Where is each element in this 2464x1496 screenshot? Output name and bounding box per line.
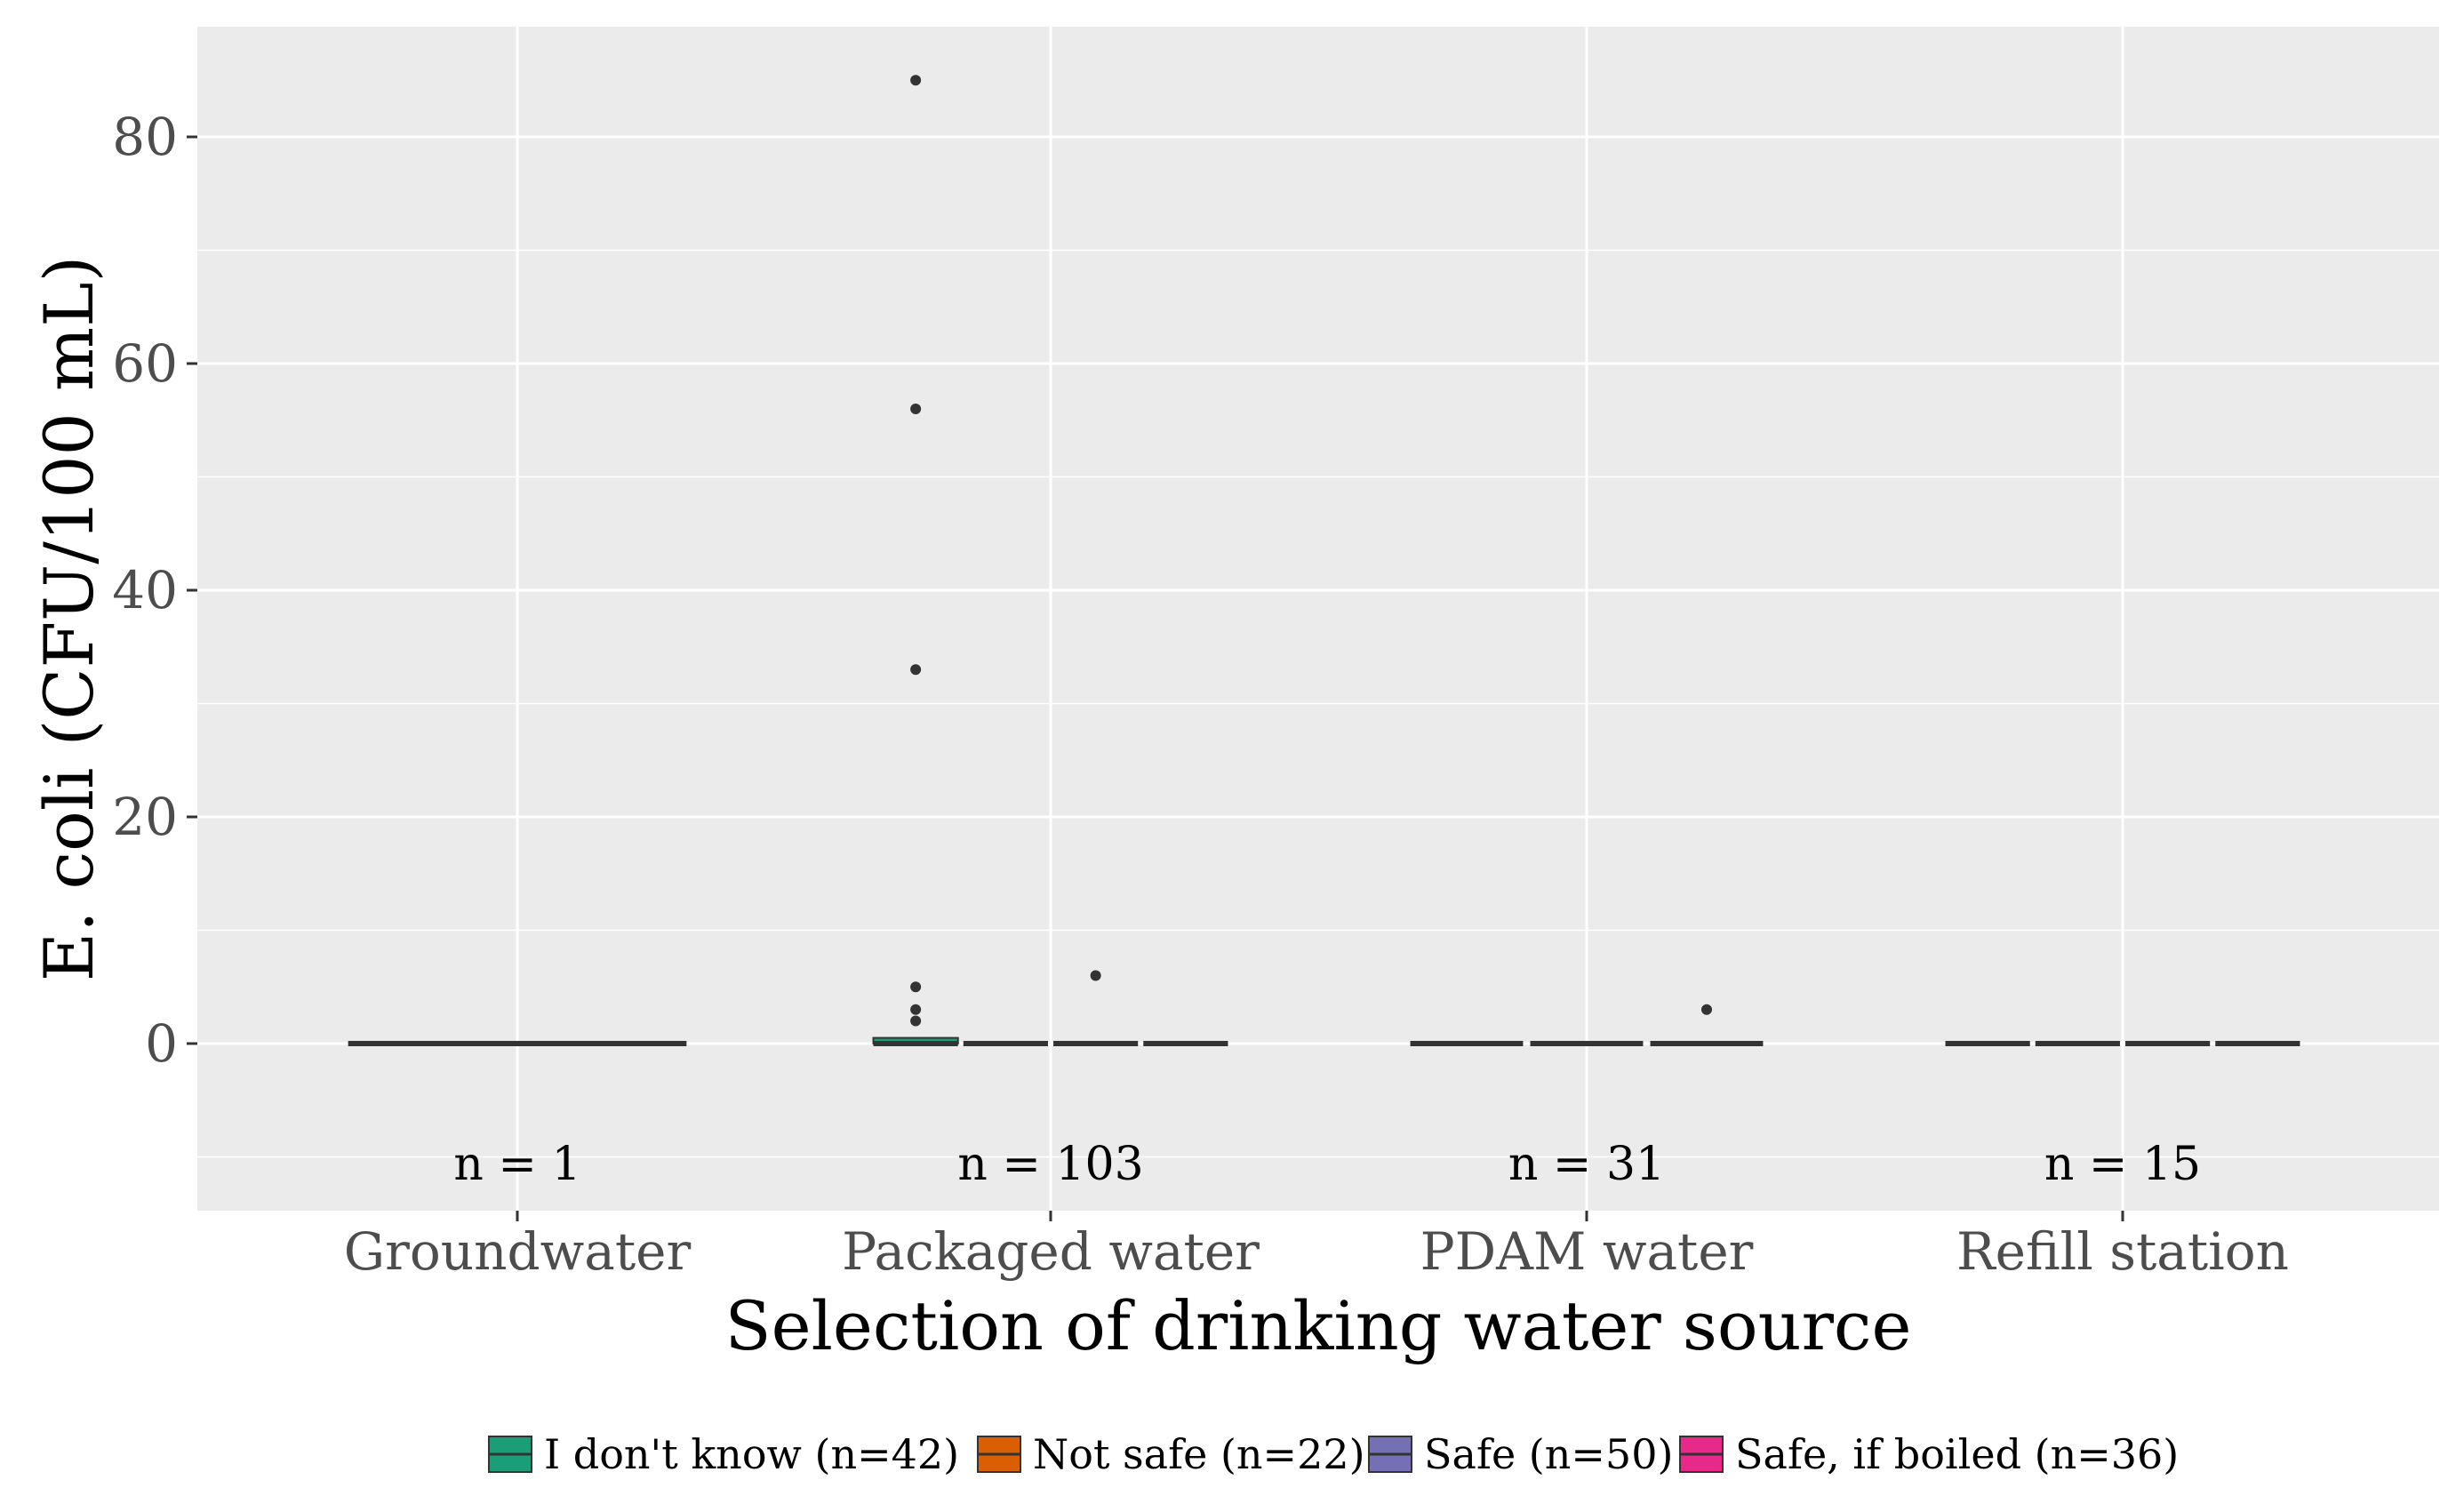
n-label: n = 1 xyxy=(453,1138,580,1191)
minor-gridlines xyxy=(197,249,2439,1158)
outlier-point xyxy=(1701,1004,1712,1015)
x-tick-label: Groundwater xyxy=(344,1221,692,1282)
y-tick-label: 80 xyxy=(112,107,178,167)
legend: I don't know (n=42) Not safe (n=22) Safe (… xyxy=(488,1430,2179,1478)
legend-label: I don't know (n=42) xyxy=(544,1430,959,1478)
n-label: n = 31 xyxy=(1508,1138,1665,1191)
y-tick-label: 40 xyxy=(112,560,178,620)
legend-label: Safe, if boiled (n=36) xyxy=(1735,1430,2179,1478)
y-tick-label: 60 xyxy=(112,333,178,394)
y-tick-label: 20 xyxy=(112,787,178,847)
outlier-point xyxy=(910,981,922,993)
outlier-point xyxy=(910,75,922,86)
x-tick-label: Refill station xyxy=(1956,1221,2289,1282)
y-axis: 0 20 40 60 80 xyxy=(112,107,197,1074)
outlier-point xyxy=(910,404,922,414)
y-axis-title: E. coli (CFU/100 mL) xyxy=(29,256,108,981)
outlier-point xyxy=(910,1015,922,1027)
y-tick-label: 0 xyxy=(145,1013,178,1074)
outliers-layer xyxy=(910,75,1712,1027)
x-tick-label: PDAM water xyxy=(1420,1221,1754,1282)
n-label: n = 15 xyxy=(2044,1138,2201,1191)
legend-label: Not safe (n=22) xyxy=(1033,1430,1365,1478)
x-axis-title: Selection of drinking water source xyxy=(725,1286,1912,1365)
n-labels-layer: n = 1 n = 103 n = 31 n = 15 xyxy=(453,1138,2201,1191)
outlier-point xyxy=(910,1004,922,1015)
outlier-point xyxy=(1090,970,1101,981)
plot-panel xyxy=(197,27,2439,1211)
outlier-point xyxy=(910,664,922,676)
legend-label: Safe (n=50) xyxy=(1424,1430,1673,1478)
boxes-layer xyxy=(348,1036,2300,1046)
n-label: n = 103 xyxy=(957,1138,1143,1191)
x-tick-label: Packaged water xyxy=(842,1221,1260,1282)
x-axis: Groundwater Packaged water PDAM water Refil… xyxy=(344,1211,2289,1282)
